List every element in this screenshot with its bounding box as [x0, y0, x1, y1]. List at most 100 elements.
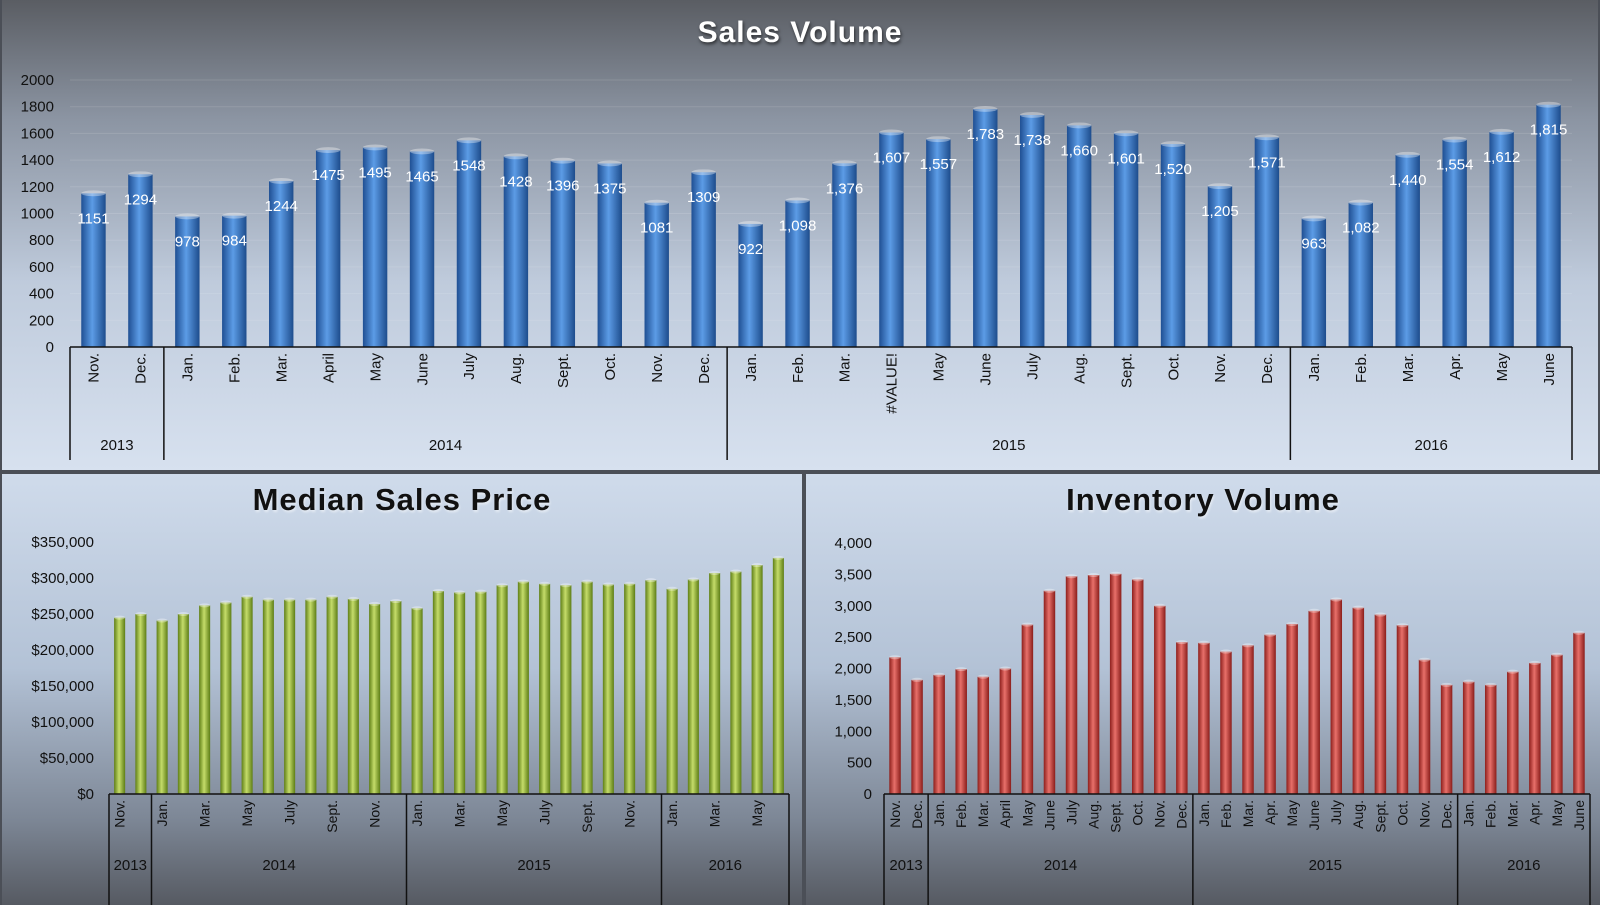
bar	[432, 590, 444, 794]
bar-top	[1352, 605, 1365, 610]
bar-top	[456, 137, 482, 144]
bar	[262, 599, 274, 794]
bar-top	[644, 199, 669, 206]
data-label: 1,554	[1436, 157, 1474, 174]
bar-top	[156, 618, 168, 623]
bar-top	[955, 667, 967, 672]
x-category-label: Oct.	[1394, 800, 1410, 826]
data-label: 1,815	[1530, 122, 1568, 139]
bar	[1352, 607, 1365, 794]
x-category-label: Mar.	[1400, 353, 1417, 382]
y-tick-label: 200	[29, 312, 54, 329]
bar-top	[1113, 130, 1139, 137]
x-category-label: May	[1019, 800, 1035, 826]
data-label: 1,082	[1342, 220, 1380, 237]
x-category-label: May	[1549, 800, 1565, 826]
bar	[315, 150, 341, 347]
bar	[751, 565, 763, 794]
x-category-label: Nov.	[649, 353, 666, 383]
bar	[475, 591, 487, 794]
bar	[1440, 684, 1453, 794]
y-tick-label: 600	[29, 259, 54, 276]
x-category-label: July	[461, 353, 478, 380]
x-category-label: Nov.	[622, 800, 638, 828]
bar-top	[262, 597, 274, 602]
x-category-label: June	[978, 353, 995, 386]
bar-top	[475, 589, 487, 594]
bar-top	[269, 177, 294, 184]
bar-top	[1484, 682, 1497, 687]
x-category-label: Dec.	[696, 353, 713, 384]
y-tick-label: 3,000	[834, 598, 872, 615]
bar	[1198, 642, 1210, 794]
bar	[644, 202, 669, 347]
x-category-label: Jan.	[154, 800, 170, 826]
bar-top	[81, 190, 106, 197]
bar-top	[1440, 682, 1453, 687]
bar-top	[1176, 640, 1188, 645]
year-group-label: 2013	[100, 437, 133, 454]
bar-top	[1043, 588, 1056, 593]
y-tick-label: $50,000	[40, 750, 94, 767]
y-tick-label: 800	[29, 232, 54, 249]
data-label: 1,376	[826, 180, 864, 197]
bar-top	[517, 579, 529, 584]
year-group-label: 2013	[889, 857, 922, 874]
x-category-label: July	[282, 800, 298, 825]
x-category-label: Sept.	[579, 800, 595, 833]
bar-top	[889, 655, 901, 660]
bar-top	[326, 594, 338, 599]
bar-top	[135, 612, 147, 616]
y-tick-label: 500	[847, 755, 872, 772]
bar	[1462, 681, 1475, 794]
bar	[456, 140, 482, 347]
x-category-label: Mar.	[707, 800, 723, 827]
bar	[1021, 624, 1034, 794]
bar	[1418, 659, 1431, 794]
bar	[955, 669, 967, 794]
bar-top	[550, 157, 576, 164]
x-category-label: July	[1024, 353, 1041, 380]
bar	[1109, 573, 1122, 794]
x-category-label: Nov.	[1152, 800, 1168, 828]
y-tick-label: 1800	[21, 99, 54, 116]
bar	[326, 596, 338, 794]
bar-top	[832, 160, 857, 167]
bar-top	[1131, 577, 1144, 582]
x-category-label: Mar.	[1240, 800, 1256, 827]
x-category-label: Oct.	[1165, 353, 1182, 381]
bar	[454, 592, 466, 794]
median-sales-price-chart: $0 $50,000 $100,000 $150,000 $200,000 $250,00…	[31, 534, 790, 905]
bar-top	[1330, 597, 1343, 602]
bar-top	[1198, 640, 1210, 645]
bar	[602, 584, 614, 794]
bar	[1536, 104, 1561, 347]
x-category-label: Mar.	[452, 800, 468, 827]
bar	[362, 147, 388, 347]
x-category-label: Mar.	[197, 800, 213, 827]
x-category-label: June	[1306, 800, 1322, 831]
sales-volume-chart: 0 200 400 600 800 1000 1200 1400 1600 1800 2000 115…	[21, 72, 1573, 460]
x-category-label: April	[997, 800, 1013, 828]
x-category-label: May	[1284, 800, 1300, 826]
bar-top	[879, 129, 904, 136]
bar-top	[1301, 215, 1327, 222]
bar-top	[177, 612, 189, 616]
x-category-label: Apr.	[1527, 800, 1543, 825]
x-category-label: Oct.	[602, 353, 619, 381]
x-category-label: Dec.	[1259, 353, 1276, 384]
x-category-label: Feb.	[790, 353, 807, 383]
x-category-label: May	[749, 800, 765, 826]
x-category-label: Nov.	[1416, 800, 1432, 828]
bar-top	[751, 563, 763, 568]
bar	[269, 180, 294, 347]
bar-top	[284, 597, 296, 602]
data-label: 1465	[405, 168, 438, 185]
bar-top	[1551, 652, 1563, 657]
bar-top	[1462, 679, 1475, 684]
year-group-label: 2013	[114, 857, 147, 874]
bar-top	[220, 600, 232, 605]
x-category-label: Sept.	[1372, 800, 1388, 833]
bar	[597, 163, 622, 347]
x-category-label: Nov.	[367, 800, 383, 828]
